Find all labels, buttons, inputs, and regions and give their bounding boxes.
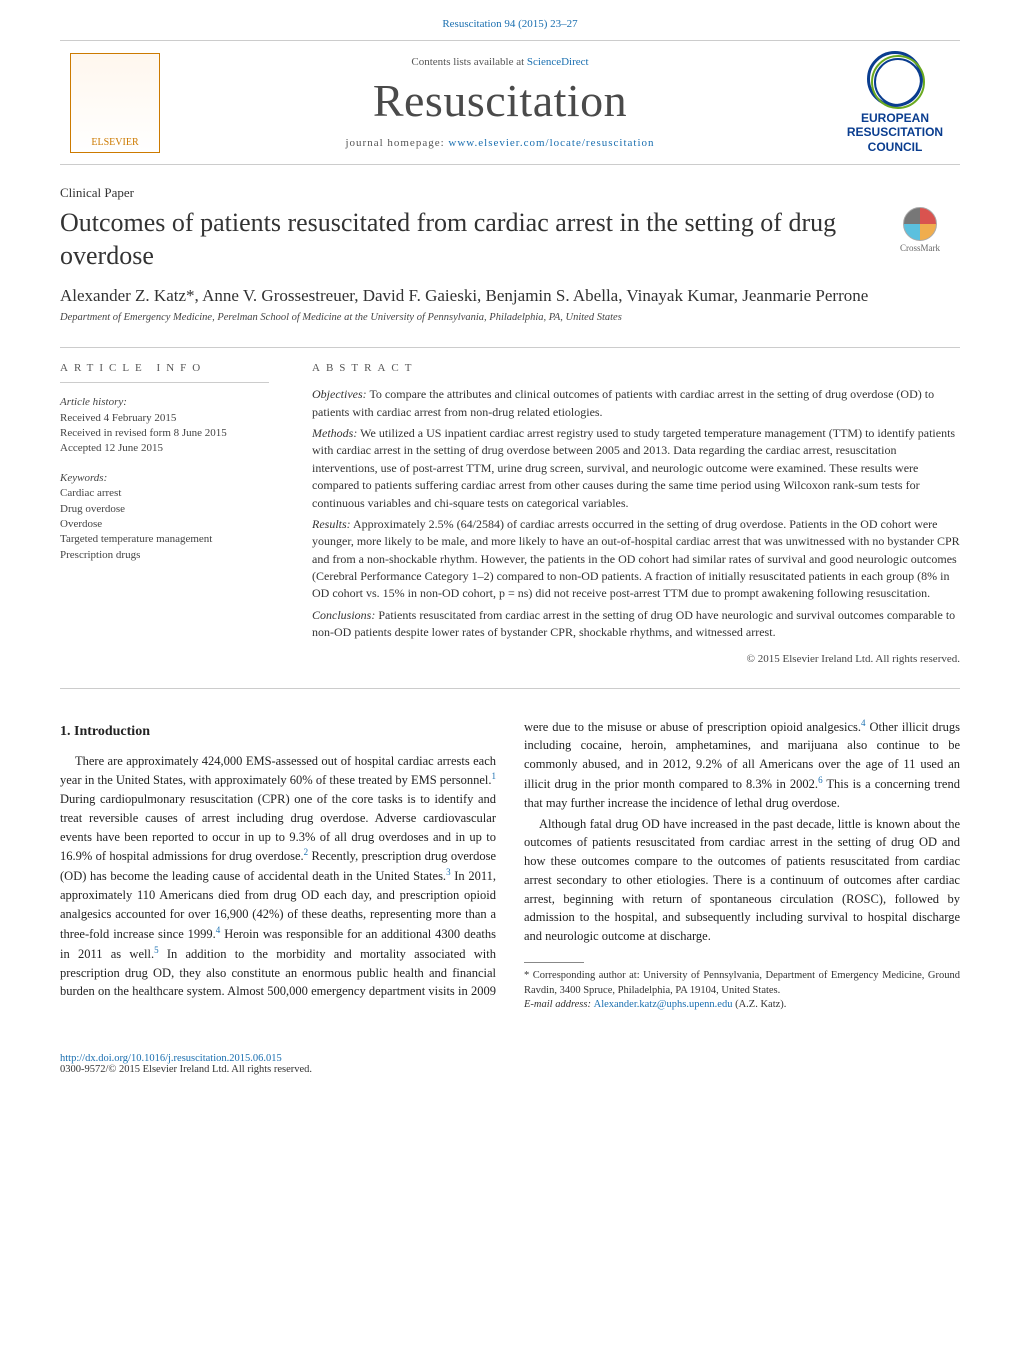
accepted-date: Accepted 12 June 2015 — [60, 441, 292, 456]
methods-label: Methods: — [312, 426, 357, 440]
conclusions-text: Patients resuscitated from cardiac arres… — [312, 608, 955, 639]
doi-link[interactable]: http://dx.doi.org/10.1016/j.resuscitatio… — [60, 1053, 282, 1064]
homepage-link[interactable]: www.elsevier.com/locate/resuscitation — [448, 137, 654, 149]
issn-copyright: 0300-9572/© 2015 Elsevier Ireland Ltd. A… — [60, 1064, 960, 1075]
email-who: (A.Z. Katz). — [735, 999, 786, 1010]
footnote-separator — [524, 962, 584, 963]
abstract-copyright: © 2015 Elsevier Ireland Ltd. All rights … — [312, 652, 960, 668]
keyword: Drug overdose — [60, 502, 292, 517]
title-row: Outcomes of patients resuscitated from c… — [60, 207, 960, 272]
results-text: Approximately 2.5% (64/2584) of cardiac … — [312, 517, 960, 601]
keyword: Cardiac arrest — [60, 486, 292, 501]
methods-text: We utilized a US inpatient cardiac arres… — [312, 426, 955, 510]
paper-title: Outcomes of patients resuscitated from c… — [60, 207, 860, 272]
citation-header: Resuscitation 94 (2015) 23–27 — [0, 0, 1020, 40]
erc-text-1: EUROPEAN — [847, 111, 943, 125]
affiliation: Department of Emergency Medicine, Perelm… — [60, 312, 960, 323]
crossmark-label: CrossMark — [900, 243, 940, 253]
crossmark-icon — [903, 207, 937, 241]
keywords-block: Keywords: Cardiac arrest Drug overdose O… — [60, 471, 292, 563]
citation-link[interactable]: Resuscitation 94 (2015) 23–27 — [442, 18, 577, 30]
ref-link[interactable]: 1 — [492, 771, 497, 781]
keyword: Prescription drugs — [60, 548, 292, 563]
elsevier-logo: ELSEVIER — [70, 53, 160, 153]
abstract-text: Objectives: To compare the attributes an… — [312, 386, 960, 667]
publisher-logo-block: ELSEVIER — [60, 53, 170, 153]
keyword: Targeted temperature management — [60, 532, 292, 547]
conclusions-label: Conclusions: — [312, 608, 375, 622]
content: Clinical Paper Outcomes of patients resu… — [60, 185, 960, 1013]
contents-prefix: Contents lists available at — [411, 56, 526, 68]
article-info-col: article info Article history: Received 4… — [60, 362, 312, 667]
objectives-label: Objectives: — [312, 387, 367, 401]
masthead: ELSEVIER Contents lists available at Sci… — [60, 40, 960, 165]
article-history: Article history: Received 4 February 201… — [60, 395, 292, 457]
sciencedirect-link[interactable]: ScienceDirect — [527, 56, 589, 68]
keyword: Overdose — [60, 517, 292, 532]
body-paragraph: Although fatal drug OD have increased in… — [524, 815, 960, 946]
homepage-line: journal homepage: www.elsevier.com/locat… — [170, 137, 830, 149]
revised-date: Received in revised form 8 June 2015 — [60, 426, 292, 441]
objectives-text: To compare the attributes and clinical o… — [312, 387, 934, 418]
intro-heading: 1. Introduction — [60, 721, 496, 742]
corr-author-text: * Corresponding author at: University of… — [524, 969, 960, 998]
email-link[interactable]: Alexander.katz@uphs.upenn.edu — [594, 999, 733, 1010]
body-columns: 1. Introduction There are approximately … — [60, 717, 960, 1013]
email-label: E-mail address: — [524, 999, 594, 1010]
abstract-heading: abstract — [312, 362, 960, 374]
keywords-hd: Keywords: — [60, 471, 292, 486]
article-info-heading: article info — [60, 362, 269, 383]
erc-text-3: COUNCIL — [847, 140, 943, 154]
contents-line: Contents lists available at ScienceDirec… — [170, 56, 830, 68]
erc-text-2: RESUSCITATION — [847, 125, 943, 139]
homepage-prefix: journal homepage: — [345, 137, 448, 149]
corresponding-author-footnote: * Corresponding author at: University of… — [524, 969, 960, 1013]
meta-abstract-row: article info Article history: Received 4… — [60, 347, 960, 688]
authors: Alexander Z. Katz*, Anne V. Grossestreue… — [60, 286, 960, 306]
journal-title: Resuscitation — [170, 74, 830, 127]
erc-badge: EUROPEAN RESUSCITATION COUNCIL — [847, 51, 943, 154]
masthead-center: Contents lists available at ScienceDirec… — [170, 56, 830, 149]
page-footer: http://dx.doi.org/10.1016/j.resuscitatio… — [60, 1053, 960, 1075]
history-hd: Article history: — [60, 395, 292, 410]
abstract-col: abstract Objectives: To compare the attr… — [312, 362, 960, 667]
crossmark-badge[interactable]: CrossMark — [880, 207, 960, 253]
paper-type: Clinical Paper — [60, 185, 960, 201]
results-label: Results: — [312, 517, 351, 531]
erc-logo-icon — [867, 51, 923, 107]
elsevier-label: ELSEVIER — [91, 137, 138, 148]
erc-badge-block: EUROPEAN RESUSCITATION COUNCIL — [830, 51, 960, 154]
received-date: Received 4 February 2015 — [60, 411, 292, 426]
